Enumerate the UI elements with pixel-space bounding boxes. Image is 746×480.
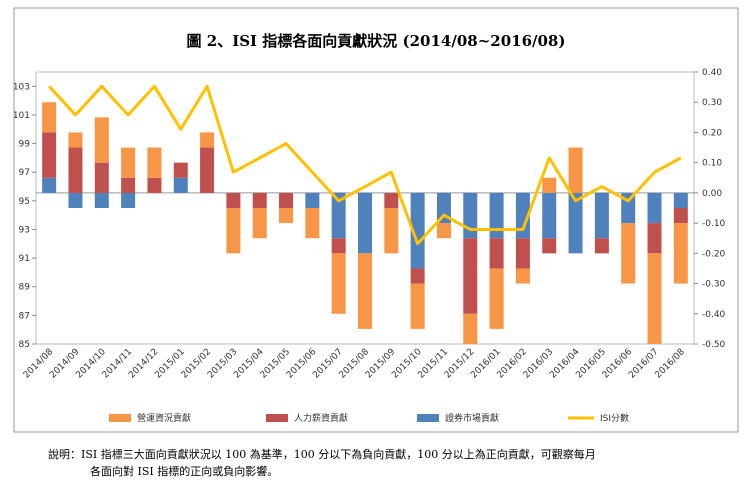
bar: [252, 208, 267, 239]
bar: [331, 192, 346, 239]
legend-swatch: [266, 414, 288, 422]
bar: [252, 192, 267, 208]
y2-tick-label: -0.10: [702, 219, 726, 229]
bar: [42, 177, 57, 193]
bar: [436, 223, 451, 239]
bar: [463, 238, 478, 314]
plot-area: [35, 71, 695, 345]
bar: [121, 147, 136, 178]
bar: [94, 117, 109, 163]
bar: [542, 177, 557, 193]
y-tick-label: 87: [19, 311, 30, 321]
bar: [331, 253, 346, 314]
bar: [568, 147, 583, 193]
bar: [621, 223, 636, 284]
bar: [226, 208, 241, 254]
y-tick-label: 95: [19, 197, 30, 207]
bar: [68, 192, 83, 208]
y-tick-label: 85: [19, 340, 30, 350]
bar: [515, 238, 530, 269]
bar: [358, 253, 372, 329]
y2-tick-label: -0.50: [702, 340, 726, 350]
bar: [463, 313, 478, 344]
y-tick-label: 89: [19, 283, 31, 293]
bar: [489, 238, 504, 269]
y2-tick-label: 0.30: [702, 98, 722, 108]
bar: [226, 192, 241, 208]
legend-label: ISI分數: [600, 412, 629, 424]
bar: [542, 192, 557, 239]
bar: [673, 208, 688, 224]
legend-label: 證券市場貢獻: [445, 412, 499, 424]
bar: [673, 223, 688, 284]
bar: [147, 177, 162, 193]
bar: [68, 132, 83, 148]
bar: [673, 192, 688, 208]
bar: [173, 177, 188, 193]
y-tick-label: 97: [19, 168, 30, 178]
bar: [463, 192, 478, 239]
bar: [410, 192, 425, 269]
bar: [594, 238, 609, 254]
bar: [121, 177, 136, 193]
bar: [515, 268, 530, 284]
bar: [147, 147, 162, 178]
y-tick-label: 93: [19, 225, 30, 235]
bar: [358, 192, 372, 254]
bar: [515, 192, 530, 239]
bar: [331, 238, 346, 254]
line: [48, 84, 682, 246]
bar: [410, 268, 425, 284]
chart-title: 圖 2、ISI 指標各面向貢獻狀況 (2014/08~2016/08): [187, 32, 566, 50]
bar: [279, 192, 294, 208]
y2-tick-label: 0.00: [702, 189, 722, 199]
y2-tick-label: -0.40: [702, 310, 726, 320]
y-tick-label: 103: [13, 82, 30, 92]
bar: [173, 162, 188, 178]
bar: [42, 132, 57, 178]
y2-tick-label: 0.10: [702, 159, 722, 169]
legend-swatch: [417, 414, 439, 422]
y2-tick-label: 0.20: [702, 128, 722, 138]
bar: [489, 268, 504, 329]
bar: [200, 147, 215, 193]
note: 說明：ISI 指標三大面向貢獻狀況以 100 為基準，100 分以下為負向貢獻，…: [48, 448, 596, 461]
y2-tick-label: 0.40: [702, 68, 722, 78]
y2-tick-label: -0.30: [702, 280, 726, 290]
bar: [200, 132, 215, 148]
bar: [647, 192, 662, 224]
bar: [594, 192, 609, 239]
bar: [305, 208, 320, 239]
bar: [68, 147, 83, 193]
y-tick-label: 101: [13, 111, 30, 121]
bar: [384, 208, 399, 254]
legend-label: 人力薪資貢獻: [294, 412, 348, 424]
bar: [489, 192, 504, 239]
bar: [647, 253, 662, 344]
bar: [42, 102, 57, 133]
bar: [647, 223, 662, 254]
y2-tick-label: -0.20: [702, 249, 726, 259]
bar: [542, 238, 557, 254]
y-tick-label: 91: [19, 254, 30, 264]
legend-swatch: [109, 414, 131, 422]
bar: [279, 208, 294, 224]
y-tick-label: 99: [19, 140, 31, 150]
chart-frame: [13, 7, 739, 433]
note: 各面向對 ISI 指標的正向或負向影響。: [90, 465, 279, 478]
bar: [94, 162, 109, 193]
bar: [305, 192, 320, 208]
legend-label: 營運資況貢獻: [137, 412, 191, 424]
bar: [94, 192, 109, 208]
bar: [568, 192, 583, 254]
bar: [384, 192, 399, 208]
bar: [410, 283, 425, 329]
bar: [121, 192, 136, 208]
chart: 圖 2、ISI 指標各面向貢獻狀況 (2014/08~2016/08) 85 87…: [13, 7, 739, 433]
